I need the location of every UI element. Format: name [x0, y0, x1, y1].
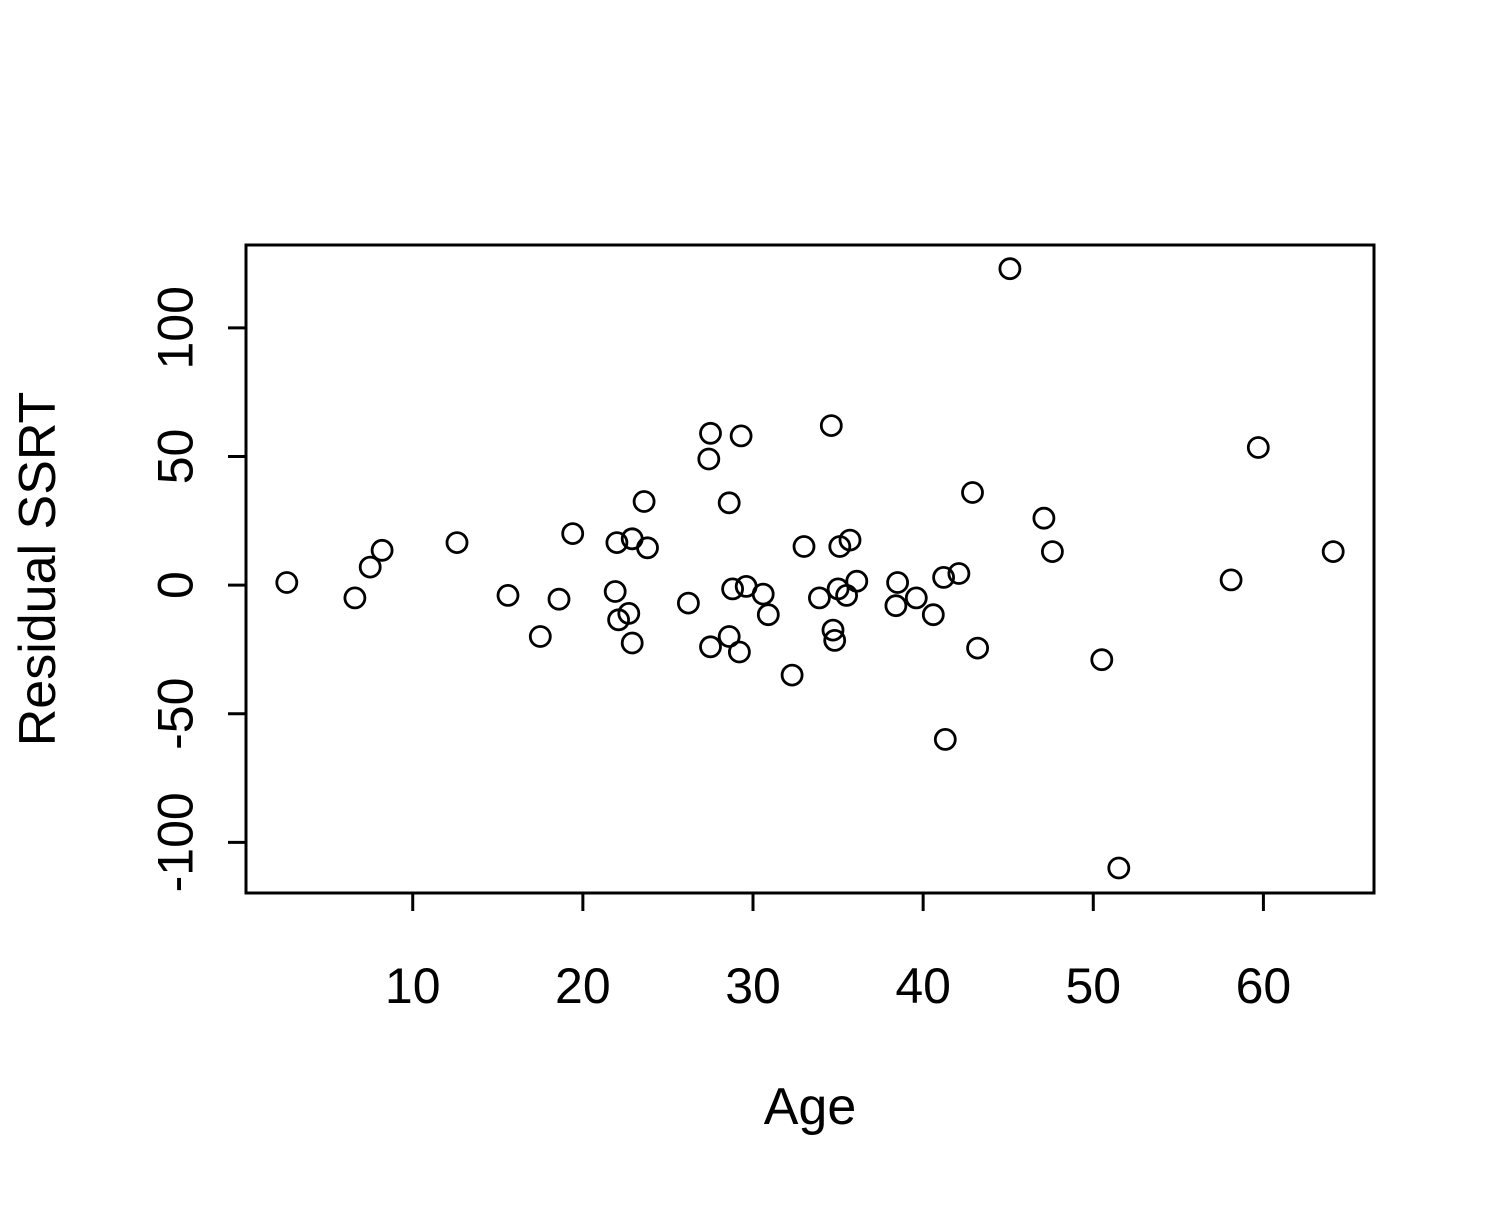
data-point — [819, 414, 843, 438]
x-tick-label: 50 — [1065, 958, 1121, 1014]
data-point — [699, 421, 722, 445]
x-tick-label: 60 — [1236, 958, 1292, 1014]
data-point — [1090, 648, 1114, 672]
data-point — [1041, 540, 1064, 563]
y-tick-label: 0 — [148, 571, 204, 599]
data-point — [823, 629, 847, 652]
data-point — [1032, 506, 1056, 530]
data-point — [780, 663, 804, 687]
data-point — [547, 587, 571, 611]
data-point — [603, 580, 627, 603]
data-point — [933, 728, 957, 751]
axis-ticks-layer: 10 20 30 40 50 60 -100 -50 0 50 100 — [148, 286, 1292, 1014]
y-axis-label: Residual SSRT — [9, 392, 67, 747]
data-point — [1107, 856, 1131, 880]
data-point — [998, 257, 1022, 281]
data-points-layer — [275, 257, 1345, 880]
data-point — [729, 424, 753, 448]
x-tick-label: 30 — [725, 958, 781, 1014]
data-point — [904, 586, 928, 610]
x-tick-label: 10 — [385, 958, 441, 1014]
x-tick-label: 40 — [895, 958, 951, 1014]
data-point — [845, 569, 869, 593]
data-point — [1246, 436, 1270, 459]
data-point — [496, 584, 520, 607]
data-point — [697, 447, 721, 471]
data-point — [884, 594, 908, 618]
data-point — [838, 528, 862, 552]
data-point — [721, 577, 744, 601]
y-tick-label: -100 — [148, 792, 204, 892]
data-point — [751, 582, 775, 606]
data-point — [632, 490, 656, 513]
data-point — [370, 538, 394, 562]
data-point — [1321, 540, 1345, 563]
data-point — [717, 491, 741, 515]
x-tick-label: 20 — [555, 958, 611, 1014]
data-point — [932, 566, 955, 589]
data-point — [620, 631, 644, 655]
data-point — [961, 481, 984, 504]
y-tick-label: -50 — [148, 678, 204, 750]
data-point — [636, 536, 659, 560]
data-point — [358, 555, 382, 579]
plot-border — [244, 243, 1376, 895]
y-tick-label: 50 — [148, 429, 204, 485]
data-point — [792, 535, 816, 558]
data-point — [561, 522, 585, 545]
data-point — [808, 586, 831, 610]
data-point — [528, 625, 552, 648]
data-point — [343, 586, 367, 610]
data-point — [756, 603, 780, 627]
data-point — [617, 602, 641, 625]
x-axis-label: Age — [764, 1078, 857, 1136]
data-point — [605, 531, 629, 554]
data-point — [821, 618, 845, 642]
data-point — [728, 640, 751, 664]
y-tick-label: 100 — [148, 286, 204, 369]
data-point — [445, 531, 469, 554]
data-point — [1219, 568, 1243, 592]
data-point — [966, 636, 989, 660]
data-point — [699, 635, 722, 659]
data-point — [947, 562, 971, 585]
data-point — [921, 603, 945, 627]
data-point — [677, 591, 700, 615]
data-point — [886, 571, 909, 594]
data-point — [717, 625, 741, 648]
data-point — [275, 571, 299, 594]
